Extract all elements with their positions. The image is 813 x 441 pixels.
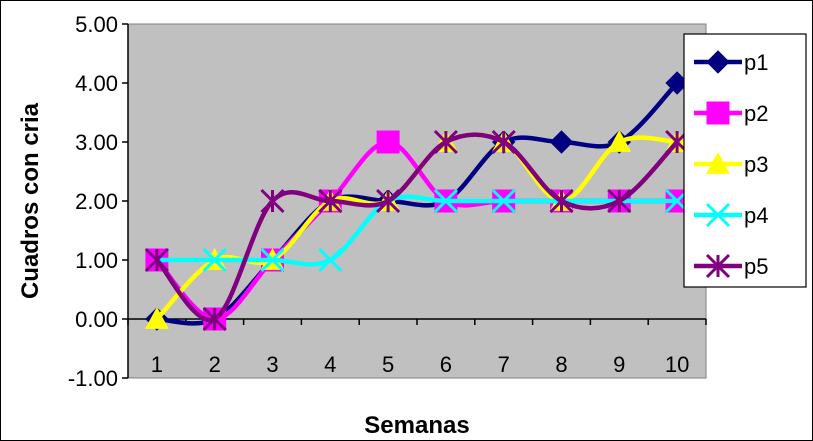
legend-marker-p1 — [706, 50, 730, 74]
tick-labels: -1.00 0.00 1.00 2.00 3.00 4.00 5.00 1 2 3 4 5 6 7 8 9 10 — [68, 12, 689, 391]
legend: p1 p2 p3 p4 p5 — [683, 33, 807, 288]
y-tick-label: -1.00 — [68, 366, 118, 391]
y-tick-label: 1.00 — [75, 248, 118, 273]
x-tick-label: 9 — [613, 352, 625, 377]
x-tick-label: 2 — [209, 352, 221, 377]
data-point-p5 — [144, 247, 169, 273]
legend-label-p5: p5 — [744, 254, 768, 279]
data-point-p5 — [202, 306, 227, 332]
legend-label-p3: p3 — [744, 152, 768, 177]
x-tick-label: 7 — [498, 352, 510, 377]
legend-marker-p5 — [705, 253, 731, 279]
data-point-p4 — [318, 247, 343, 273]
legend-marker-p2 — [706, 101, 730, 125]
data-point-p3 — [607, 129, 632, 152]
data-point-p5 — [433, 129, 458, 155]
legend-label-p2: p2 — [744, 101, 768, 126]
series-layer — [144, 71, 690, 332]
y-tick-label: 3.00 — [75, 130, 118, 155]
legend-entry-p4: p4 — [694, 202, 768, 228]
legend-entry-p5: p5 — [694, 253, 768, 279]
x-tick-label: 8 — [555, 352, 567, 377]
legend-label-p1: p1 — [744, 50, 768, 75]
x-tick-label: 5 — [382, 352, 394, 377]
x-tick-label: 3 — [266, 352, 278, 377]
legend-label-p4: p4 — [744, 203, 768, 228]
y-tick-label: 2.00 — [75, 189, 118, 214]
data-point-p5 — [260, 188, 285, 214]
data-point-p5 — [549, 188, 574, 214]
data-point-p4 — [202, 247, 227, 273]
x-tick-label: 10 — [665, 352, 689, 377]
data-point-p4 — [260, 247, 285, 273]
data-point-p2 — [376, 130, 400, 154]
data-point-p4 — [433, 188, 458, 214]
data-point-p4 — [491, 188, 516, 214]
legend-marker-p4 — [705, 202, 731, 228]
x-axis-title: Semanas — [364, 412, 469, 439]
x-tick-label: 1 — [151, 352, 163, 377]
y-axis-title: Cuadros con cria — [17, 102, 44, 299]
data-point-p1 — [549, 130, 574, 154]
legend-box — [683, 33, 807, 288]
legend-marker-p3 — [706, 151, 730, 174]
legend-entry-p1: p1 — [694, 50, 768, 75]
y-tick-label: 4.00 — [75, 71, 118, 96]
legend-entry-p3: p3 — [694, 151, 768, 177]
data-point-p5 — [318, 188, 343, 214]
data-point-p5 — [607, 188, 632, 214]
data-point-p3 — [145, 306, 169, 329]
y-tick-label: 0.00 — [75, 307, 118, 332]
series-p5 — [144, 129, 690, 332]
data-point-p5 — [376, 188, 401, 214]
x-tick-label: 4 — [324, 352, 336, 377]
legend-entry-p2: p2 — [694, 101, 768, 126]
data-point-p5 — [491, 129, 516, 155]
x-tick-label: 6 — [440, 352, 452, 377]
series-line-p5 — [154, 132, 680, 323]
y-tick-label: 5.00 — [75, 12, 118, 37]
